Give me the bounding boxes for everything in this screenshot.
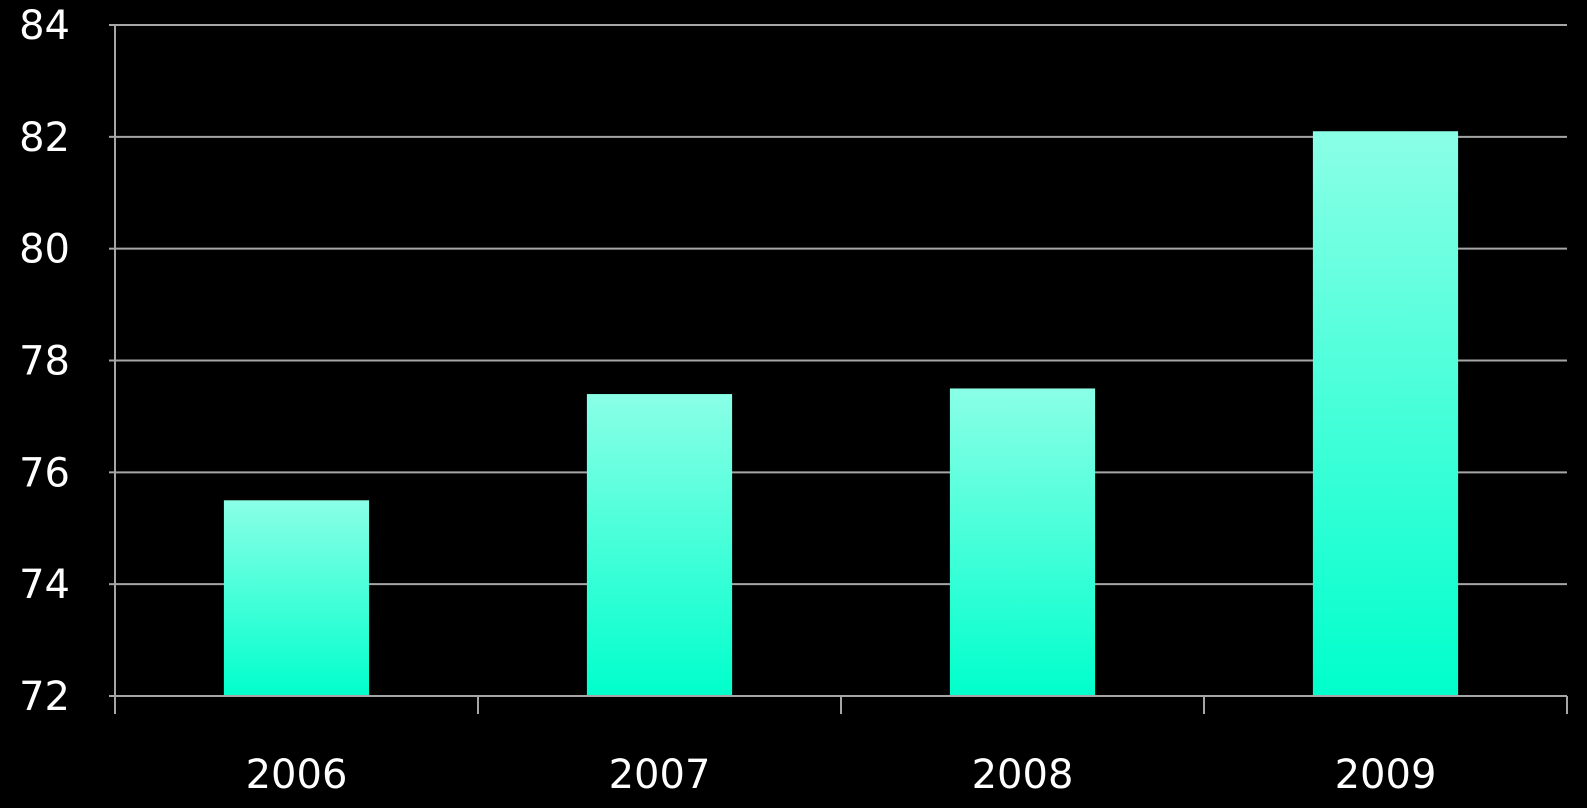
x-tick-label: 2006 — [246, 752, 348, 798]
bar-2007 — [586, 394, 733, 696]
bar-2009 — [1312, 131, 1459, 696]
y-tick-label: 72 — [19, 674, 70, 720]
x-axis-tick-labels: 2006 2007 2008 2009 — [246, 752, 1437, 798]
bar-2008 — [949, 388, 1096, 696]
x-tick-label: 2009 — [1335, 752, 1437, 798]
x-tick-label: 2007 — [609, 752, 711, 798]
x-tick-label: 2008 — [972, 752, 1074, 798]
bars — [223, 131, 1459, 696]
y-axis-tick-labels: 72 74 76 78 80 82 84 — [19, 3, 70, 720]
bar-2006 — [223, 500, 370, 696]
y-tick-label: 76 — [19, 450, 70, 496]
axes — [109, 24, 1568, 714]
y-tick-label: 82 — [19, 115, 70, 161]
y-tick-label: 78 — [19, 339, 70, 385]
y-tick-label: 80 — [19, 227, 70, 273]
y-tick-label: 84 — [19, 3, 70, 49]
y-tick-label: 74 — [19, 562, 70, 608]
